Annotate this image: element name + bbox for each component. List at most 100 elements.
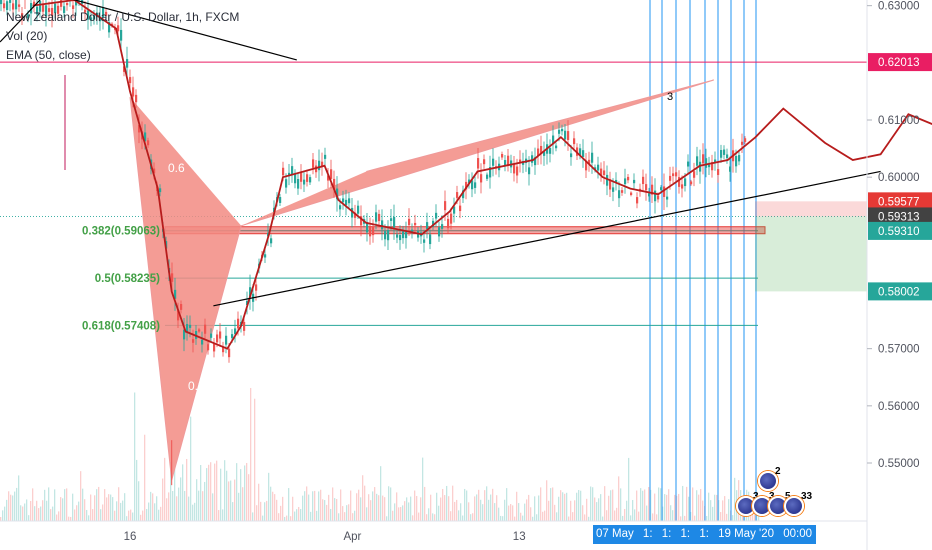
candle-body: [15, 0, 18, 10]
volume-bar: [258, 483, 260, 521]
candle-body: [663, 186, 666, 197]
volume-bar: [338, 513, 340, 521]
volume-bar: [360, 497, 362, 521]
price-tick-label: 0.57000: [878, 344, 920, 356]
candle-body: [309, 177, 312, 183]
candle-body: [126, 59, 129, 68]
volume-bar: [448, 496, 450, 521]
volume-bar: [450, 511, 452, 521]
volume-bar: [638, 511, 640, 521]
candle-body: [63, 6, 66, 14]
candle-body: [474, 182, 477, 188]
volume-bar: [720, 512, 722, 521]
volume-bar: [490, 494, 492, 521]
candle-body: [492, 158, 495, 166]
volume-bar: [84, 499, 86, 521]
time-tick-label: 16: [124, 531, 137, 543]
candle-body: [210, 333, 213, 338]
candle-body: [696, 156, 699, 166]
volume-bar: [306, 486, 308, 521]
volume-bar: [392, 510, 394, 521]
candle-body: [480, 174, 483, 183]
candle-body: [621, 190, 624, 193]
candle-body: [723, 149, 726, 155]
volume-bar: [630, 515, 632, 521]
candle-body: [183, 329, 186, 340]
candle-body: [186, 324, 189, 332]
pattern-label-x: 3: [667, 91, 673, 103]
candle-body: [372, 227, 375, 236]
candle-body: [297, 179, 300, 189]
volume-bar: [536, 514, 538, 521]
candle-body: [627, 176, 630, 181]
volume-bar: [74, 509, 76, 521]
volume-bar: [520, 512, 522, 521]
candle-body: [138, 125, 141, 133]
candle-body: [507, 155, 510, 165]
volume-bar: [182, 464, 184, 521]
candle-body: [294, 174, 297, 184]
event-flag[interactable]: [784, 496, 804, 516]
candle-body: [291, 166, 294, 175]
volume-bar: [38, 508, 40, 521]
volume-bar: [446, 485, 448, 521]
ema-indicator-label[interactable]: EMA (50, close): [6, 48, 91, 62]
volume-bar: [190, 416, 192, 521]
volume-bar: [268, 472, 270, 521]
harmonic-pattern: [129, 79, 714, 481]
candle-body: [207, 344, 210, 351]
price-tag-resistance: 0.62013: [878, 57, 920, 69]
volume-bar: [356, 493, 358, 521]
candle-body: [666, 196, 669, 200]
candle-body: [444, 201, 447, 211]
candle-body: [42, 4, 45, 12]
candle-body: [591, 152, 594, 163]
candle-body: [435, 212, 438, 219]
volume-bar: [212, 493, 214, 521]
volume-bar: [714, 494, 716, 521]
candle-body: [306, 174, 309, 182]
volume-bar: [500, 515, 502, 521]
candle-body: [60, 0, 63, 7]
volume-bar: [418, 512, 420, 521]
candle-body: [189, 324, 192, 328]
volume-bar: [596, 502, 598, 521]
volume-bar: [240, 469, 242, 521]
candle-body: [135, 94, 138, 103]
volume-bar: [332, 487, 334, 521]
volume-bar: [132, 512, 134, 521]
candle-body: [531, 155, 534, 163]
symbol-title[interactable]: New Zealand Dollar / U.S. Dollar, 1h, FX…: [6, 10, 240, 24]
candle-body: [633, 179, 636, 184]
price-tick-label: 0.56000: [878, 401, 920, 413]
volume-indicator-label[interactable]: Vol (20): [6, 29, 48, 43]
volume-bar: [592, 487, 594, 521]
volume-bar: [222, 509, 224, 521]
volume-bar: [712, 506, 714, 521]
volume-bar: [118, 487, 120, 521]
candle-body: [237, 318, 240, 329]
volume-bar: [656, 514, 658, 521]
volume-bar: [550, 488, 552, 521]
volume-bar: [290, 516, 292, 521]
candle-body: [681, 184, 684, 189]
volume-bar: [680, 516, 682, 521]
volume-bar: [654, 493, 656, 521]
candle-body: [537, 148, 540, 156]
time-tick-label: 13: [513, 531, 526, 543]
candle-body: [204, 324, 207, 334]
candle-body: [171, 273, 174, 282]
rising-trendline: [213, 170, 881, 307]
candle-body: [594, 167, 597, 170]
fib-level-label: 0.382(0.59063): [82, 226, 160, 238]
volume-bar: [390, 487, 392, 521]
candle-body: [684, 178, 687, 187]
volume-bar: [406, 497, 408, 521]
event-flag-top[interactable]: [758, 471, 778, 491]
volume-bar: [610, 490, 612, 521]
volume-bar: [230, 480, 232, 521]
volume-bar: [256, 505, 258, 521]
candle-body: [144, 132, 147, 142]
volume-bar: [266, 500, 268, 521]
